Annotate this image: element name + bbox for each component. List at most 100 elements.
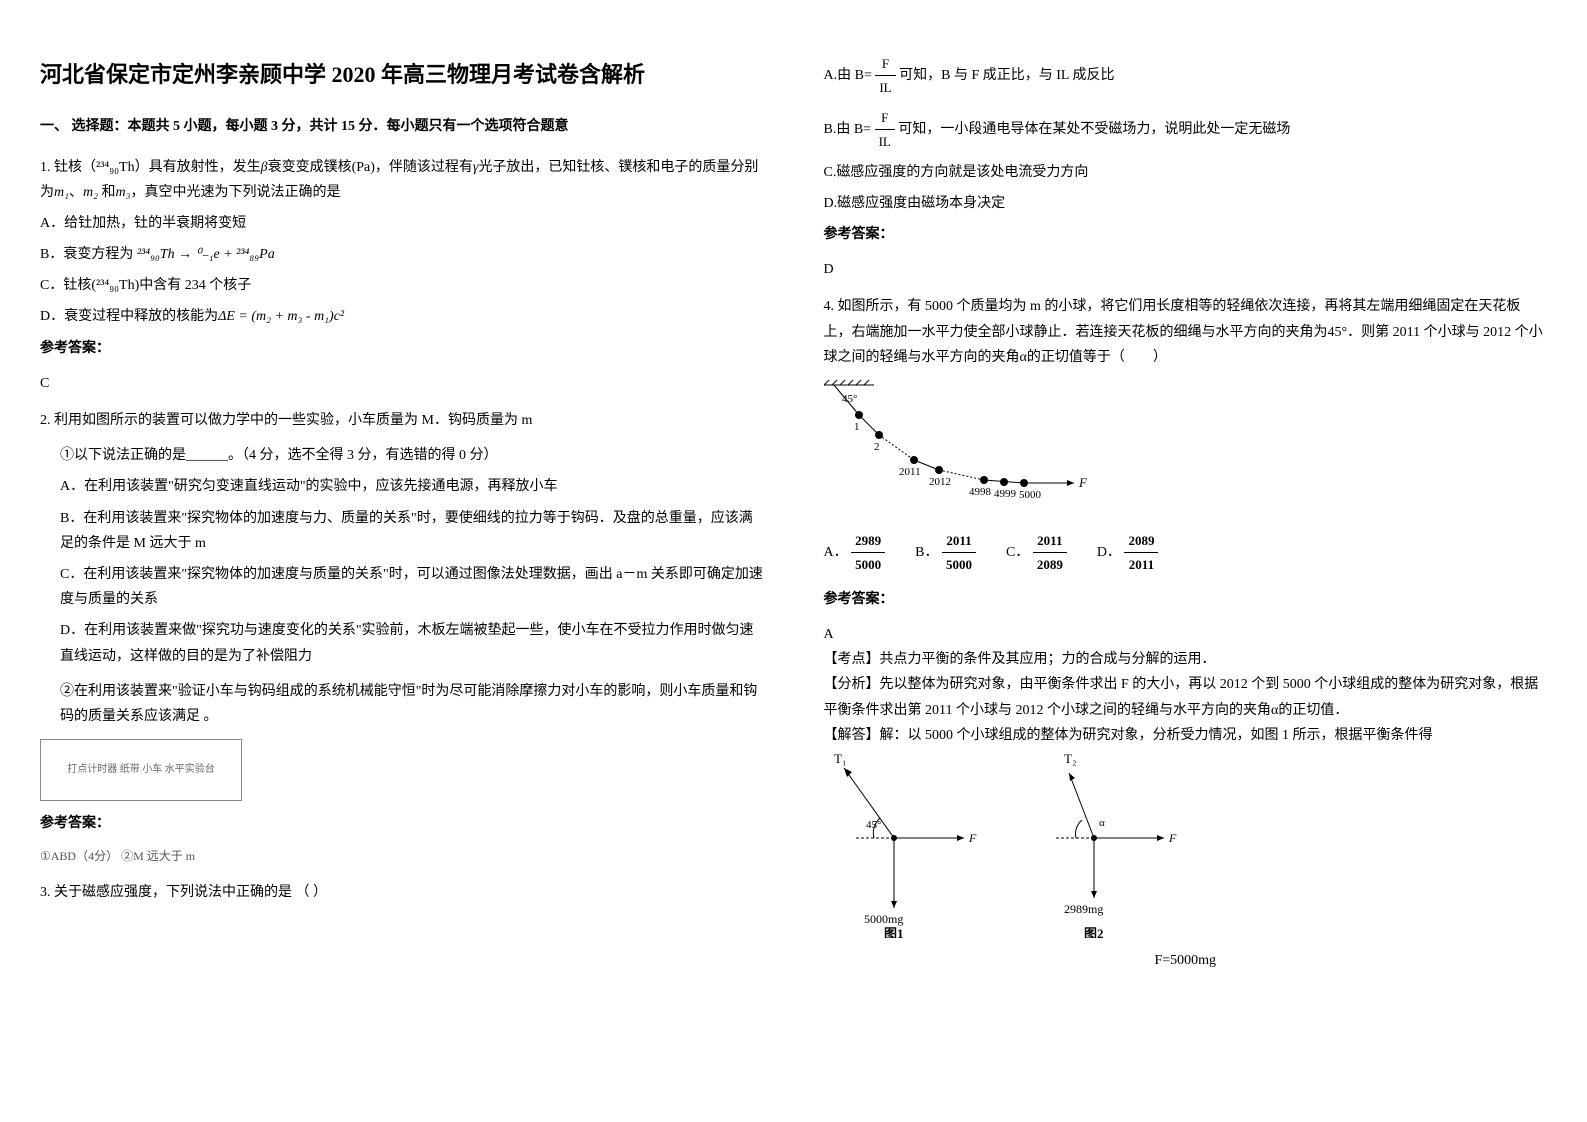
frac-den: 5000 [942, 553, 976, 576]
point-text: 共点力平衡的条件及其应用；力的合成与分解的运用． [880, 652, 1216, 667]
right-column: A.由 B= F IL 可知，B 与 F 成正比，与 IL 成反比 B.由 B=… [824, 40, 1548, 985]
frac-num: 2011 [1033, 529, 1067, 553]
q2-option-d: D．在利用该装置来做"探究功与速度变化的关系"实验前，木板左端被垫起一些，使小车… [60, 618, 764, 668]
exam-page: 河北省保定市定州李亲顾中学 2020 年高三物理月考试卷含解析 一、 选择题：本… [40, 40, 1547, 985]
optD-label: D． [1097, 545, 1121, 560]
fig2-angle: α [1099, 817, 1105, 829]
analysis-label: 【分析】 [824, 677, 880, 692]
q4-chain-diagram: 45° 1 2 2011 2012 4998 4999 5000 [824, 380, 1104, 500]
fig1-T1: T₁ [834, 751, 846, 766]
q1-optC-post: )中含有 234 个核子 [135, 278, 252, 293]
frac-den: 2011 [1124, 553, 1158, 576]
frac-num: F [875, 52, 895, 76]
answer-label: 参考答案： [824, 587, 1548, 612]
q1-optB-pre: B．衰变方程为 [40, 247, 137, 262]
q2-option-c: C．在利用该装置来"探究物体的加速度与质量的关系"时，可以通过图像法处理数据，画… [60, 562, 764, 612]
answer-label: 参考答案： [824, 222, 1548, 247]
ball-4999: 4999 [994, 488, 1017, 500]
optC-fraction: 2011 2089 [1033, 529, 1067, 577]
frac-den: IL [875, 130, 895, 153]
question-3-options: A.由 B= F IL 可知，B 与 F 成正比，与 IL 成反比 B.由 B=… [824, 52, 1548, 282]
q3-optA-pre: A.由 B= [824, 68, 872, 83]
q1-stem-1: 1. 钍核（ [40, 160, 96, 175]
q1-option-c: C．钍核(²³⁴₉₀Th)中含有 234 个核子 [40, 273, 764, 298]
frac-num: 2089 [1124, 529, 1158, 553]
section-header: 一、 选择题：本题共 5 小题，每小题 3 分，共计 15 分．每小题只有一个选… [40, 114, 764, 139]
fig2-weight: 2989mg [1064, 902, 1103, 916]
answer-label: 参考答案： [40, 336, 764, 361]
optB-fraction: 2011 5000 [942, 529, 976, 577]
q1-optB-eq: ²³⁴₉₀Th → ⁰₋₁e + ²³⁴₈₉Pa [137, 247, 275, 262]
optA-label: A． [824, 545, 848, 560]
q4-stem: 4. 如图所示，有 5000 个质量均为 m 的小球，将它们用长度相等的轻绳依次… [824, 294, 1548, 370]
q4-force-diagrams: T₁ F 45° 5000mg 图1 T₂ [824, 748, 1548, 938]
q4-analysis: 【分析】先以整体为研究对象，由平衡条件求出 F 的大小，再以 2012 个到 5… [824, 672, 1548, 722]
optA-fraction: 2989 5000 [851, 529, 885, 577]
answer-label: 参考答案： [40, 811, 764, 836]
fig1-label: 图1 [884, 926, 904, 938]
q3-optB-fraction: F IL [875, 106, 895, 154]
q4-option-b: B． 2011 5000 [915, 529, 976, 577]
q2-stem: 2. 利用如图所示的装置可以做力学中的一些实验，小车质量为 M．钩码质量为 m [40, 408, 764, 433]
q2-option-a: A．在利用该装置"研究匀变速直线运动"的实验中，应该先接通电源，再释放小车 [60, 474, 764, 499]
ball-5000: 5000 [1019, 489, 1042, 500]
frac-den: IL [875, 76, 895, 99]
q3-option-d: D.磁感应强度由磁场本身决定 [824, 191, 1548, 216]
q2-option-b: B．在利用该装置来"探究物体的加速度与力、质量的关系"时，要使细线的拉力等于钩码… [60, 506, 764, 556]
frac-num: F [875, 106, 895, 130]
question-2: 2. 利用如图所示的装置可以做力学中的一些实验，小车质量为 M．钩码质量为 m … [40, 408, 764, 868]
q4-option-a: A． 2989 5000 [824, 529, 886, 577]
left-column: 河北省保定市定州李亲顾中学 2020 年高三物理月考试卷含解析 一、 选择题：本… [40, 40, 764, 985]
q1-beta: β [261, 160, 268, 175]
q4-options-row: A． 2989 5000 B． 2011 5000 C． [824, 529, 1548, 577]
q3-option-c: C.磁感应强度的方向就是该处电流受力方向 [824, 160, 1548, 185]
q3-option-b: B.由 B= F IL 可知，一小段通电导体在某处不受磁场力，说明此处一定无磁场 [824, 106, 1548, 154]
q4-point: 【考点】共点力平衡的条件及其应用；力的合成与分解的运用． [824, 647, 1548, 672]
q1-optC-th: ²³⁴₉₀Th [96, 278, 135, 293]
q1-stem-3: 衰变变成镤核(Pa)，伴随该过程有 [268, 160, 473, 175]
q4-solve: 【解答】解：以 5000 个小球组成的整体为研究对象，分析受力情况，如图 1 所… [824, 723, 1548, 748]
q4-answer: A [824, 622, 1548, 647]
q2-sub2: ②在利用该装置来"验证小车与钩码组成的系统机械能守恒"时为尽可能消除摩擦力对小车… [60, 679, 764, 729]
solve-text: 解：以 5000 个小球组成的整体为研究对象，分析受力情况，如图 1 所示，根据… [880, 728, 1433, 743]
q1-option-d: D．衰变过程中释放的核能为ΔE = (m₂ + m₃ - m₁)c² [40, 304, 764, 329]
q1-optD-eq: ΔE = (m₂ + m₃ - m₁)c² [218, 309, 344, 324]
q1-m3-pre: 和 [101, 185, 115, 200]
ball-2: 2 [874, 441, 880, 453]
point-label: 【考点】 [824, 652, 880, 667]
frac-den: 2089 [1033, 553, 1067, 576]
q1-stem-2: ）具有放射性，发生 [135, 160, 261, 175]
q1-m3: m₃ [115, 185, 130, 200]
q2-answer: ①ABD（4分） ②M 远大于 m [40, 846, 764, 868]
q2-diagram: 打点计时器 纸带 小车 水平实验台 [40, 739, 242, 801]
fig2-svg: T₂ F α 2989mg 图2 [1024, 748, 1184, 938]
q4-final-eq: F=5000mg [824, 948, 1548, 973]
optB-label: B． [915, 545, 938, 560]
q1-answer: C [40, 371, 764, 396]
q1-option-b: B．衰变方程为 ²³⁴₉₀Th → ⁰₋₁e + ²³⁴₈₉Pa [40, 242, 764, 267]
q1-optC-pre: C．钍核( [40, 278, 96, 293]
fig1-angle: 45° [866, 819, 881, 831]
q1-optD-pre: D．衰变过程中释放的核能为 [40, 309, 218, 324]
optD-fraction: 2089 2011 [1124, 529, 1158, 577]
q1-m2: m₂ [83, 185, 98, 200]
q3-stem: 3. 关于磁感应强度，下列说法中正确的是 （ ） [40, 880, 764, 905]
fig2-F: F [1168, 831, 1177, 845]
frac-den: 5000 [851, 553, 885, 576]
frac-num: 2989 [851, 529, 885, 553]
optC-label: C． [1006, 545, 1029, 560]
fig2-T2: T₂ [1064, 751, 1076, 766]
q3-option-a: A.由 B= F IL 可知，B 与 F 成正比，与 IL 成反比 [824, 52, 1548, 100]
q1-stem-5: ，真空中光速为下列说法正确的是 [130, 185, 340, 200]
q4-option-c: C． 2011 2089 [1006, 529, 1067, 577]
q1-th: ²³⁴₉₀Th [96, 160, 135, 175]
q3-optA-post: 可知，B 与 F 成正比，与 IL 成反比 [899, 68, 1114, 83]
force-F: F [1078, 475, 1088, 490]
q3-optB-pre: B.由 B= [824, 122, 872, 137]
q3-optA-fraction: F IL [875, 52, 895, 100]
fig1-F: F [968, 831, 977, 845]
q2-sub1: ①以下说法正确的是______。（4 分，选不全得 3 分，有选错的得 0 分） [60, 443, 764, 468]
ball-2012: 2012 [929, 476, 951, 488]
q4-option-d: D． 2089 2011 [1097, 529, 1159, 577]
q1-option-a: A．给钍加热，钍的半衰期将变短 [40, 211, 764, 236]
